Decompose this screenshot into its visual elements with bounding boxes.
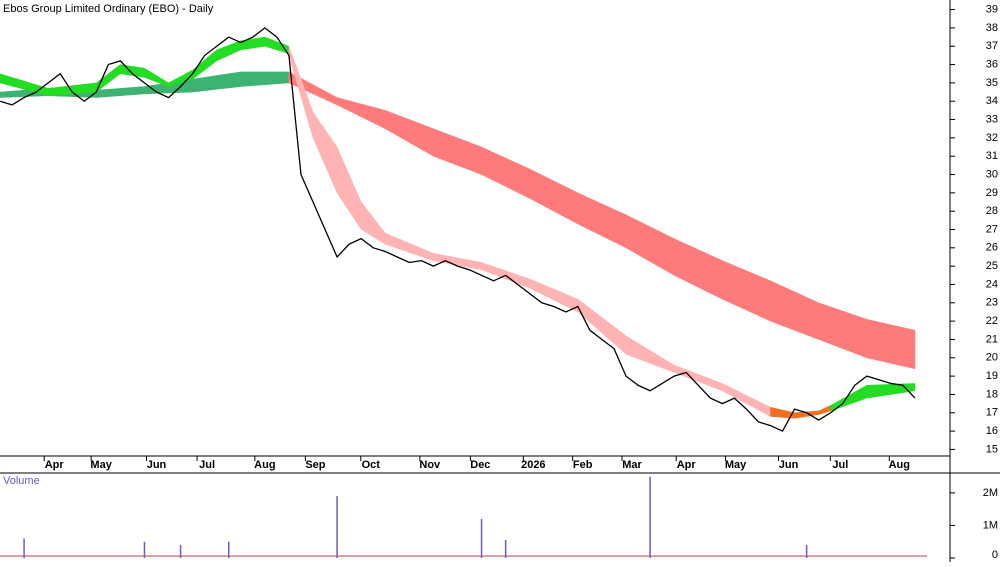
x-tick-label: Aug xyxy=(889,459,910,471)
mma-band xyxy=(288,71,916,370)
mma-band xyxy=(830,383,916,412)
y-tick-label: 31 xyxy=(986,150,998,162)
x-tick-label: Sep xyxy=(305,459,325,471)
volume-bar xyxy=(143,541,146,558)
volume-y-tick-label: 2M xyxy=(983,487,998,499)
y-tick-label: 18 xyxy=(986,388,998,400)
x-tick-label: Jul xyxy=(199,459,215,471)
volume-y-tick-label: 1M xyxy=(983,519,998,531)
y-tick-label: 24 xyxy=(986,278,998,290)
x-tick-label: Dec xyxy=(470,459,490,471)
y-tick-label: 17 xyxy=(986,407,998,419)
x-tick-label: Jun xyxy=(779,459,799,471)
x-tick-label: Mar xyxy=(622,459,642,471)
x-tick-label: 2026 xyxy=(521,459,545,471)
x-tick-label: Aug xyxy=(254,459,275,471)
x-tick-label: Jun xyxy=(147,459,167,471)
y-tick-label: 37 xyxy=(986,40,998,52)
price-line xyxy=(0,27,916,432)
x-tick-label: Apr xyxy=(45,459,65,471)
volume-y-tick-label: 0 xyxy=(992,549,998,561)
y-tick-label: 21 xyxy=(986,333,998,345)
x-tick-label: Jul xyxy=(832,459,848,471)
y-tick-label: 23 xyxy=(986,297,998,309)
volume-bar xyxy=(805,544,808,558)
y-tick-label: 36 xyxy=(986,58,998,70)
volume-bar xyxy=(480,518,483,558)
x-tick-label: Nov xyxy=(419,459,441,471)
y-tick-label: 32 xyxy=(986,132,998,144)
y-tick-label: 35 xyxy=(986,77,998,89)
y-tick-label: 25 xyxy=(986,260,998,272)
y-tick-label: 27 xyxy=(986,223,998,235)
volume-title: Volume xyxy=(3,475,40,487)
y-tick-label: 26 xyxy=(986,242,998,254)
x-tick-label: Oct xyxy=(362,459,381,471)
volume-bar xyxy=(23,538,25,558)
y-tick-label: 22 xyxy=(986,315,998,327)
y-tick-label: 33 xyxy=(986,113,998,125)
y-tick-label: 30 xyxy=(986,168,998,180)
x-tick-label: May xyxy=(725,459,747,471)
y-tick-label: 28 xyxy=(986,205,998,217)
x-tick-label: Feb xyxy=(573,459,593,471)
x-tick-label: May xyxy=(90,459,112,471)
y-tick-label: 15 xyxy=(986,443,998,455)
chart-title: Ebos Group Limited Ordinary (EBO) - Dail… xyxy=(3,3,214,15)
y-tick-label: 39 xyxy=(986,3,998,15)
y-tick-label: 34 xyxy=(986,95,998,107)
y-tick-label: 29 xyxy=(986,187,998,199)
y-tick-label: 38 xyxy=(986,22,998,34)
y-tick-label: 20 xyxy=(986,352,998,364)
volume-bar xyxy=(504,540,507,558)
volume-bar xyxy=(336,496,338,558)
y-tick-label: 16 xyxy=(986,425,998,437)
volume-bar xyxy=(649,476,651,558)
volume-bar xyxy=(227,541,230,558)
x-tick-label: Apr xyxy=(677,459,697,471)
volume-bar xyxy=(179,544,182,558)
y-tick-label: 19 xyxy=(986,370,998,382)
